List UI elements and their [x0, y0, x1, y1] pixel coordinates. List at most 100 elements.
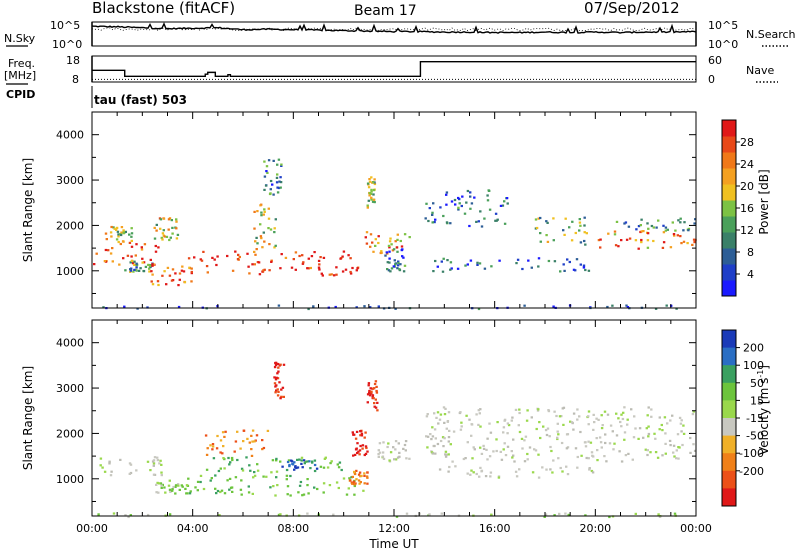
data-cell: [626, 423, 629, 426]
data-cell: [555, 414, 558, 418]
data-cell: [270, 471, 273, 474]
data-cell: [323, 457, 327, 460]
data-cell: [238, 255, 241, 259]
data-cell: [472, 471, 475, 474]
data-cell: [275, 176, 279, 179]
data-cell: [213, 258, 216, 261]
data-cell: [142, 261, 146, 264]
data-cell: [646, 232, 650, 235]
data-cell: [475, 413, 478, 416]
velocity-colorbar-swatch: [722, 488, 736, 507]
data-cell: [302, 261, 305, 264]
data-cell: [341, 255, 344, 258]
data-cell: [674, 229, 677, 232]
data-cell: [434, 218, 437, 221]
data-cell: [139, 267, 142, 270]
data-cell: [349, 257, 352, 260]
data-cell: [363, 482, 366, 485]
data-cell: [565, 433, 569, 436]
data-cell: [355, 478, 358, 481]
data-cell: [355, 306, 358, 309]
data-cell: [650, 415, 653, 418]
data-cell: [196, 489, 199, 492]
data-cell: [486, 437, 489, 440]
data-cell: [664, 442, 667, 445]
data-cell: [646, 222, 649, 225]
data-cell: [263, 160, 266, 163]
data-cell: [220, 489, 224, 492]
data-cell: [553, 260, 557, 263]
data-cell: [484, 475, 488, 478]
data-cell: [277, 158, 281, 161]
data-cell: [160, 236, 163, 239]
data-cell: [174, 485, 177, 488]
data-cell: [444, 450, 448, 453]
data-cell: [503, 222, 507, 225]
data-cell: [355, 447, 358, 450]
data-cell: [447, 436, 451, 439]
data-cell: [352, 480, 356, 483]
data-cell: [259, 235, 263, 238]
data-cell: [171, 488, 174, 491]
data-cell: [640, 230, 643, 233]
data-cell: [163, 270, 166, 273]
data-cell: [579, 263, 582, 266]
data-cell: [372, 181, 375, 184]
data-cell: [215, 263, 218, 267]
data-cell: [515, 262, 518, 265]
data-cell: [389, 451, 393, 454]
data-cell: [425, 202, 428, 205]
data-cell: [187, 257, 191, 260]
data-cell: [272, 193, 275, 196]
data-cell: [149, 469, 152, 472]
data-cell: [503, 442, 506, 445]
data-cell: [466, 472, 469, 475]
data-cell: [300, 456, 304, 459]
data-cell: [222, 445, 225, 448]
data-cell: [373, 402, 376, 405]
data-cell: [558, 415, 562, 418]
data-cell: [360, 432, 364, 435]
data-cell: [388, 240, 392, 243]
data-cell: [487, 189, 490, 192]
data-cell: [178, 278, 181, 281]
data-cell: [396, 250, 399, 253]
data-cell: [443, 413, 447, 416]
data-cell: [368, 192, 371, 195]
data-cell: [369, 387, 372, 390]
data-cell: [274, 218, 277, 221]
data-cell: [216, 434, 219, 438]
data-cell: [239, 447, 242, 450]
data-cell: [574, 447, 578, 450]
data-cell: [647, 406, 650, 409]
data-cell: [273, 382, 277, 385]
data-cell: [526, 409, 529, 412]
data-cell: [454, 203, 457, 206]
data-cell: [673, 512, 677, 515]
data-cell: [623, 431, 627, 434]
data-cell: [392, 265, 395, 268]
data-cell: [445, 427, 448, 430]
data-cell: [539, 240, 542, 243]
data-cell: [246, 252, 249, 255]
data-cell: [170, 279, 174, 282]
data-cell: [392, 446, 395, 449]
data-cell: [624, 454, 628, 457]
data-cell: [435, 416, 438, 419]
noise-right-tick-high: 10^5: [708, 19, 738, 32]
data-cell: [275, 181, 279, 184]
data-cell: [582, 266, 586, 269]
data-cell: [632, 436, 636, 439]
data-cell: [344, 268, 348, 271]
data-cell: [276, 394, 280, 397]
range-tick-label: 2000: [56, 219, 84, 232]
data-cell: [245, 456, 248, 459]
data-cell: [486, 194, 489, 197]
data-cell: [645, 427, 648, 430]
data-cell: [561, 470, 564, 473]
noise-tick-low: 10^0: [52, 38, 82, 51]
freq-tick-low: 8: [72, 73, 79, 86]
data-cell: [544, 513, 548, 516]
data-cell: [211, 256, 214, 259]
